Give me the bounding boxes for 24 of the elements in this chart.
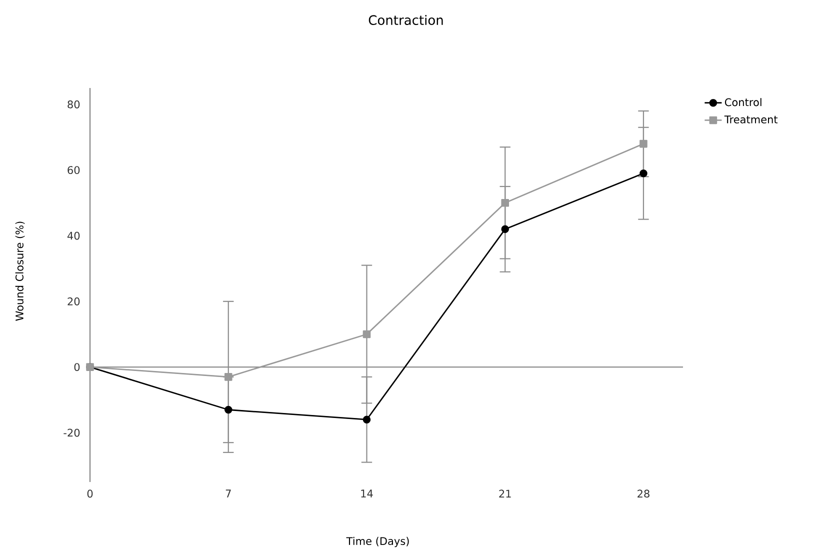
legend-label: Treatment <box>724 116 778 124</box>
x-tick-label: 0 <box>87 490 93 498</box>
point <box>640 169 648 178</box>
y-tick-label: 60 <box>68 166 80 174</box>
point <box>501 199 510 207</box>
x-tick-label: 14 <box>361 490 373 498</box>
x-tick-label: 7 <box>226 490 231 498</box>
point <box>362 416 371 424</box>
point <box>224 406 232 414</box>
chart-title: Contraction <box>368 14 443 26</box>
point <box>362 330 371 338</box>
y-tick-label: 20 <box>68 297 80 306</box>
point <box>640 140 648 148</box>
x-axis-title: Time (Days) <box>346 536 409 548</box>
point <box>224 373 232 381</box>
legend-label: Control <box>724 98 762 106</box>
y-tick-label: -20 <box>64 428 80 437</box>
y-tick-label: 80 <box>68 100 80 108</box>
x-tick-label: 28 <box>638 490 650 498</box>
y-tick-label: 0 <box>74 363 80 372</box>
y-tick-label: 40 <box>67 232 80 240</box>
point <box>501 225 510 234</box>
y-axis-title: Wound Closure (%) <box>15 222 25 321</box>
x-tick-label: 21 <box>499 490 511 498</box>
